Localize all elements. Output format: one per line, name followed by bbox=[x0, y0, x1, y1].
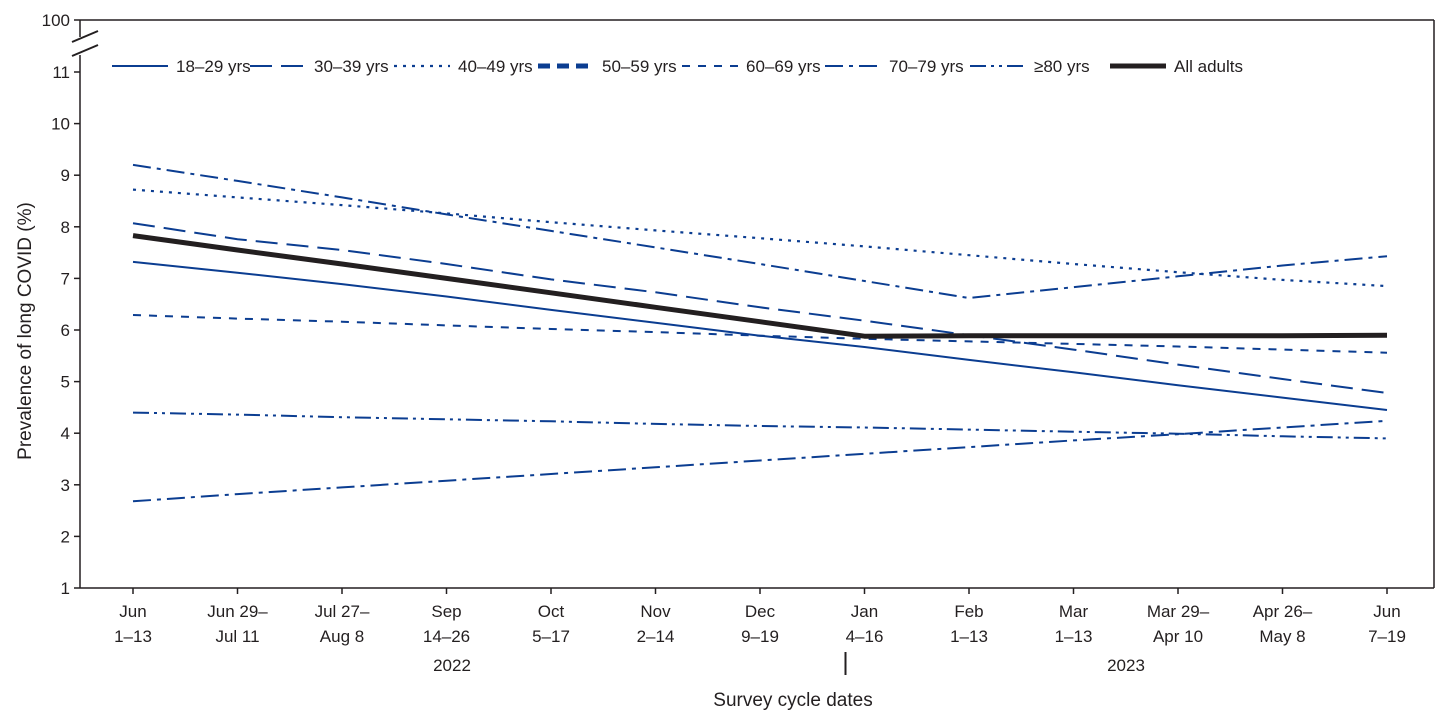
x-tick-label: 2–14 bbox=[637, 627, 675, 646]
legend-label: 30–39 yrs bbox=[314, 57, 389, 76]
legend-label: 18–29 yrs bbox=[176, 57, 251, 76]
y-axis-title: Prevalence of long COVID (%) bbox=[15, 202, 36, 460]
axis-break-mark bbox=[71, 30, 99, 43]
y-tick-label: 10 bbox=[51, 115, 70, 134]
x-tick-label: Mar 29– bbox=[1147, 602, 1210, 621]
series-line-30-39-yrs bbox=[132, 222, 1388, 394]
y-tick-label: 2 bbox=[61, 527, 70, 546]
x-tick-label: Apr 26– bbox=[1253, 602, 1313, 621]
x-tick-label: Nov bbox=[640, 602, 671, 621]
legend: 18–29 yrs 30–39 yrs 40–49 yrs 50–59 yrs 60–6… bbox=[112, 57, 1243, 76]
legend-label: 50–59 yrs bbox=[602, 57, 677, 76]
legend-label: 70–79 yrs bbox=[889, 57, 964, 76]
x-tick-label: Dec bbox=[745, 602, 776, 621]
x-tick-label: Oct bbox=[538, 602, 565, 621]
x-tick-label: 1–13 bbox=[1055, 627, 1093, 646]
x-tick-label: 4–16 bbox=[846, 627, 884, 646]
y-tick-label: 4 bbox=[61, 424, 70, 443]
x-axis-title: Survey cycle dates bbox=[713, 690, 872, 711]
x-tick-label: 7–19 bbox=[1368, 627, 1406, 646]
year-label-2023: 2023 bbox=[1107, 656, 1145, 675]
x-tick-label: Jun bbox=[119, 602, 146, 621]
x-tick-label: Mar bbox=[1059, 602, 1089, 621]
legend-label: All adults bbox=[1174, 57, 1243, 76]
series-line bbox=[132, 419, 1388, 503]
year-label-2022: 2022 bbox=[433, 656, 471, 675]
x-tick-label: May 8 bbox=[1259, 627, 1305, 646]
x-tick-label: Jul 27– bbox=[315, 602, 370, 621]
x-tick-label: Jun 29– bbox=[207, 602, 268, 621]
series-line-all-adults bbox=[132, 233, 1388, 339]
series-line-60-69-yrs bbox=[132, 314, 1388, 354]
legend-label: ≥80 yrs bbox=[1034, 57, 1090, 76]
x-tick-label: 5–17 bbox=[532, 627, 570, 646]
x-tick-label: 1–13 bbox=[114, 627, 152, 646]
x-tick-label: Jun bbox=[1373, 602, 1400, 621]
y-tick-label: 9 bbox=[61, 166, 70, 185]
series-line--80-yrs bbox=[132, 411, 1388, 440]
legend-label: 40–49 yrs bbox=[458, 57, 533, 76]
x-tick-label: 14–26 bbox=[423, 627, 470, 646]
y-tick-label: 8 bbox=[61, 218, 70, 237]
series-line-70-79-yrs bbox=[132, 163, 1388, 299]
series-line-40-49-yrs bbox=[132, 188, 1388, 288]
series-layer bbox=[132, 163, 1388, 503]
axis-break-mark bbox=[71, 44, 99, 57]
y-tick-label: 11 bbox=[52, 63, 70, 82]
y-tick-label: 100 bbox=[42, 11, 70, 30]
x-tick-label: 1–13 bbox=[950, 627, 988, 646]
x-tick-label: Apr 10 bbox=[1153, 627, 1203, 646]
legend-label: 60–69 yrs bbox=[746, 57, 821, 76]
axes: 1 2 3 4 5 6 7 8 9 10 11 100 Jun 1–13 Jun 29– Jul 11 Jul … bbox=[42, 11, 1435, 675]
y-tick-label: 1 bbox=[61, 579, 70, 598]
y-tick-label: 6 bbox=[61, 321, 70, 340]
y-tick-label: 3 bbox=[61, 476, 70, 495]
x-tick-label: Sep bbox=[431, 602, 461, 621]
x-tick-label: 9–19 bbox=[741, 627, 779, 646]
x-tick-label: Jan bbox=[851, 602, 878, 621]
x-tick-label: Feb bbox=[954, 602, 983, 621]
y-tick-label: 5 bbox=[61, 373, 70, 392]
x-tick-label: Jul 11 bbox=[215, 627, 259, 646]
x-tick-label: Aug 8 bbox=[320, 627, 364, 646]
y-tick-label: 7 bbox=[61, 269, 70, 288]
